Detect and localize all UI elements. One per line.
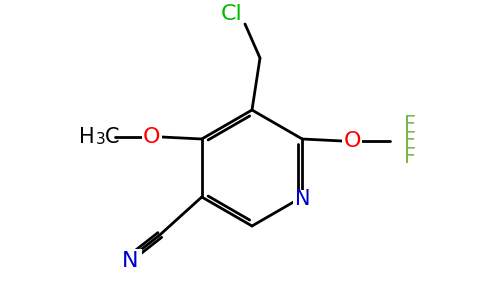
- Text: N: N: [121, 251, 138, 271]
- Text: Cl: Cl: [221, 4, 243, 24]
- Bar: [293, 190, 313, 206]
- Text: F: F: [404, 147, 416, 167]
- Bar: [342, 133, 362, 149]
- Text: N: N: [295, 189, 311, 209]
- Text: O: O: [143, 127, 161, 147]
- Bar: [122, 249, 142, 265]
- Text: C: C: [105, 127, 119, 147]
- Text: F: F: [404, 131, 416, 151]
- Bar: [142, 129, 162, 145]
- Text: H: H: [79, 127, 95, 147]
- Text: F: F: [404, 115, 416, 135]
- Text: 3: 3: [96, 133, 106, 148]
- Text: O: O: [344, 131, 361, 151]
